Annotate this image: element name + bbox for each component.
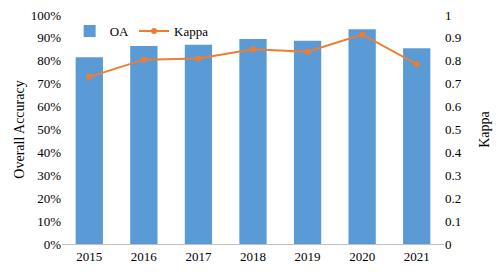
svg-text:0.6: 0.6: [445, 99, 462, 114]
svg-text:0.5: 0.5: [445, 122, 461, 137]
svg-text:2015: 2015: [76, 249, 102, 264]
svg-text:2021: 2021: [404, 249, 430, 264]
svg-text:40%: 40%: [37, 145, 61, 160]
svg-text:100%: 100%: [31, 8, 62, 23]
svg-text:10%: 10%: [37, 214, 61, 229]
svg-text:30%: 30%: [37, 168, 61, 183]
svg-text:2020: 2020: [349, 249, 375, 264]
svg-text:0.1: 0.1: [445, 214, 461, 229]
svg-text:2018: 2018: [240, 249, 266, 264]
svg-text:2017: 2017: [185, 249, 212, 264]
svg-text:2016: 2016: [131, 249, 158, 264]
svg-text:80%: 80%: [37, 53, 61, 68]
svg-text:OA: OA: [110, 24, 129, 39]
svg-text:0.9: 0.9: [445, 30, 461, 45]
svg-text:0.8: 0.8: [445, 53, 461, 68]
svg-text:Overall Accuracy: Overall Accuracy: [12, 80, 27, 178]
svg-text:0.3: 0.3: [445, 168, 461, 183]
svg-text:50%: 50%: [37, 122, 61, 137]
svg-text:0.4: 0.4: [445, 145, 462, 160]
svg-text:1: 1: [445, 8, 452, 23]
svg-text:0.2: 0.2: [445, 191, 461, 206]
svg-text:Kappa: Kappa: [174, 24, 208, 39]
svg-text:70%: 70%: [37, 76, 61, 91]
svg-text:20%: 20%: [37, 191, 61, 206]
svg-text:0.7: 0.7: [445, 76, 462, 91]
svg-text:0: 0: [445, 237, 452, 252]
svg-text:0%: 0%: [44, 237, 62, 252]
svg-text:60%: 60%: [37, 99, 61, 114]
svg-text:2019: 2019: [295, 249, 321, 264]
svg-text:Kappa: Kappa: [477, 110, 492, 147]
svg-text:90%: 90%: [37, 30, 61, 45]
